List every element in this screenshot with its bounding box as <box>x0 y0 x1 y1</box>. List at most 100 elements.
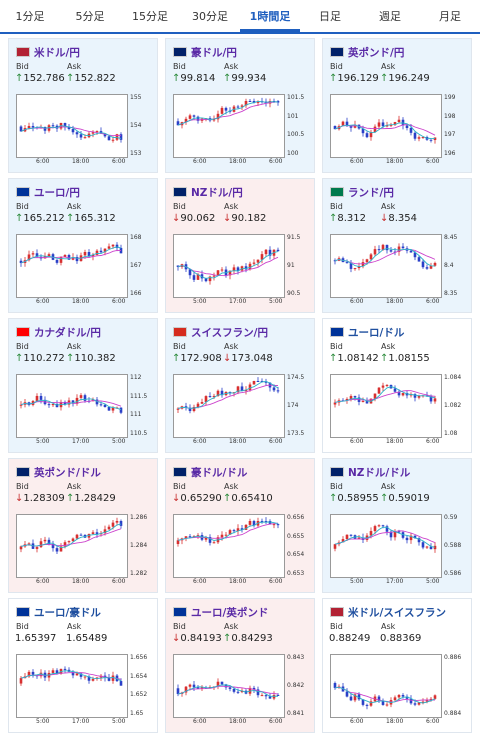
price-chart[interactable]: 0.843 0.842 0.841 6:00 18:00 6:00 <box>173 654 309 729</box>
rate-card[interactable]: NZドル/円 Bid Ask ↓90.062 ↓90.182 91.5 91 90.5 5:00… <box>165 178 315 313</box>
candle <box>349 396 353 399</box>
pair-title[interactable]: 豪ドル/ドル <box>173 465 247 480</box>
candle <box>236 386 240 393</box>
ask-value: ↑196.249 <box>380 73 430 84</box>
candle <box>365 133 369 138</box>
ask-value: ↑1.28429 <box>66 493 116 504</box>
candle <box>196 535 200 537</box>
tab-3[interactable]: 30分足 <box>192 10 228 23</box>
candle <box>71 257 75 260</box>
pair-title[interactable]: NZドル/円 <box>173 185 243 200</box>
pair-title[interactable]: ユーロ/ドル <box>330 325 404 340</box>
candlestick-svg <box>19 393 123 415</box>
candle <box>385 244 389 251</box>
tab-0[interactable]: 1分足 <box>15 10 45 23</box>
price-chart[interactable]: 112 111.5 111 110.5 5:00 17:00 5:00 <box>16 374 152 449</box>
rate-card[interactable]: ユーロ/英ポンド Bid Ask ↓0.84193 ↑0.84293 0.843 0.842… <box>165 598 315 733</box>
rate-card[interactable]: NZドル/ドル Bid Ask ↑0.58955 ↑0.59019 0.59 0.588 0.… <box>322 458 472 593</box>
pair-title[interactable]: カナダドル/円 <box>16 325 101 340</box>
price-chart[interactable]: 1.084 1.082 1.08 6:00 18:00 6:00 <box>330 374 466 449</box>
price-chart[interactable]: 0.886 0.884 6:00 18:00 6:00 <box>330 654 466 729</box>
candle <box>260 254 264 260</box>
candle <box>385 704 389 706</box>
rate-card[interactable]: 米ドル/スイスフラン Bid Ask 0.88249 0.88369 0.886 0.884… <box>322 598 472 733</box>
price-chart[interactable]: 0.656 0.655 0.654 0.653 6:00 18:00 6:00 <box>173 514 309 589</box>
price-chart[interactable]: 1.286 1.284 1.282 6:00 18:00 6:00 <box>16 514 152 589</box>
pair-title[interactable]: 英ポンド/ドル <box>16 465 101 480</box>
candle <box>47 539 51 545</box>
rate-card[interactable]: 英ポンド/円 Bid Ask ↑196.129 ↑196.249 199 198 197 196… <box>322 38 472 173</box>
candle <box>184 406 188 408</box>
bid-value: ↑0.58955 <box>329 493 379 504</box>
pair-title[interactable]: 英ポンド/円 <box>330 45 404 60</box>
ma-line-fast <box>334 248 436 268</box>
tab-4[interactable]: 1時間足 <box>240 0 300 32</box>
tab-6[interactable]: 週足 <box>379 10 401 23</box>
price-chart[interactable]: 101.5 101 100.5 100 6:00 18:00 6:00 <box>173 94 309 169</box>
rate-card[interactable]: ユーロ/円 Bid Ask ↑165.212 ↑165.312 168 167 166 6:00… <box>8 178 158 313</box>
tab-5[interactable]: 日足 <box>319 10 341 23</box>
candle <box>95 250 99 255</box>
candle <box>276 694 280 696</box>
candle <box>103 529 107 534</box>
bid-value-text: 172.908 <box>180 353 222 364</box>
price-chart[interactable]: 0.59 0.588 0.586 5:00 17:00 5:00 <box>330 514 466 589</box>
pair-title[interactable]: 米ドル/スイスフラン <box>330 605 446 620</box>
candle <box>244 524 248 530</box>
candle <box>333 544 337 549</box>
rate-card[interactable]: 米ドル/円 Bid Ask ↑152.786 ↑152.822 155 154 153 6:00… <box>8 38 158 173</box>
price-chart[interactable]: 91.5 91 90.5 5:00 17:00 5:00 <box>173 234 309 309</box>
rate-card[interactable]: ランド/円 Bid Ask ↑8.312 ↓8.354 8.45 8.4 8.35 6:00 18… <box>322 178 472 313</box>
ask-value: ↓173.048 <box>223 353 273 364</box>
chart-plot-area <box>173 94 285 158</box>
tab-1[interactable]: 5分足 <box>75 10 105 23</box>
pair-title[interactable]: 豪ドル/円 <box>173 45 237 60</box>
pair-title[interactable]: ユーロ/英ポンド <box>173 605 268 620</box>
pair-title[interactable]: 米ドル/円 <box>16 45 80 60</box>
pair-title[interactable]: NZドル/ドル <box>330 465 410 480</box>
candle <box>228 687 232 689</box>
rate-card[interactable]: 英ポンド/ドル Bid Ask ↓1.28309 ↑1.28429 1.286 1.284 1… <box>8 458 158 593</box>
candle <box>409 535 413 541</box>
ma-line-fast <box>20 246 122 264</box>
price-chart[interactable]: 174.5 174 173.5 6:00 18:00 6:00 <box>173 374 309 449</box>
candle <box>91 532 95 534</box>
bid-label: Bid <box>173 622 186 631</box>
pair-title[interactable]: ランド/円 <box>330 185 394 200</box>
candle <box>361 128 365 134</box>
candle <box>107 526 111 530</box>
rate-card[interactable]: カナダドル/円 Bid Ask ↑110.272 ↑110.382 112 111.5 111… <box>8 318 158 453</box>
candle <box>272 387 276 391</box>
price-chart[interactable]: 155 154 153 6:00 18:00 6:00 <box>16 94 152 169</box>
candle <box>188 407 192 412</box>
rate-card[interactable]: ユーロ/豪ドル Bid Ask 1.65397 1.65489 1.656 1.654 1.6… <box>8 598 158 733</box>
ma-line-fast <box>334 526 436 548</box>
pair-title[interactable]: ユーロ/円 <box>16 185 80 200</box>
rate-card[interactable]: 豪ドル/円 Bid Ask ↑99.814 ↑99.934 101.5 101 100.5 10… <box>165 38 315 173</box>
candle <box>264 249 268 255</box>
y-tick-label: 8.4 <box>444 262 454 269</box>
candlestick-svg <box>333 524 437 553</box>
pair-title[interactable]: ユーロ/豪ドル <box>16 605 101 620</box>
candle <box>220 534 224 538</box>
x-tick-label: 6:00 <box>350 298 364 305</box>
chart-plot-area <box>16 234 128 298</box>
candle <box>272 694 276 699</box>
price-chart[interactable]: 1.656 1.654 1.652 1.65 5:00 17:00 5:00 <box>16 654 152 729</box>
candle <box>19 678 23 684</box>
tab-2[interactable]: 15分足 <box>132 10 168 23</box>
tab-7[interactable]: 月足 <box>439 10 461 23</box>
price-chart[interactable]: 199 198 197 196 6:00 18:00 6:00 <box>330 94 466 169</box>
pair-title[interactable]: スイスフラン/円 <box>173 325 268 340</box>
price-chart[interactable]: 168 167 166 6:00 18:00 6:00 <box>16 234 152 309</box>
rate-card[interactable]: 豪ドル/ドル Bid Ask ↓0.65290 ↑0.65410 0.656 0.655 0.… <box>165 458 315 593</box>
bid-label: Bid <box>16 482 29 491</box>
rate-card[interactable]: スイスフラン/円 Bid Ask ↑172.908 ↓173.048 174.5 174 17… <box>165 318 315 453</box>
candle <box>87 676 91 681</box>
rate-card[interactable]: ユーロ/ドル Bid Ask ↑1.08142 ↑1.08155 1.084 1.082 1.… <box>322 318 472 453</box>
candle <box>256 381 260 382</box>
candle <box>35 253 39 257</box>
price-chart[interactable]: 8.45 8.4 8.35 6:00 18:00 6:00 <box>330 234 466 309</box>
x-tick-label: 17:00 <box>229 298 247 305</box>
candle <box>268 249 272 256</box>
